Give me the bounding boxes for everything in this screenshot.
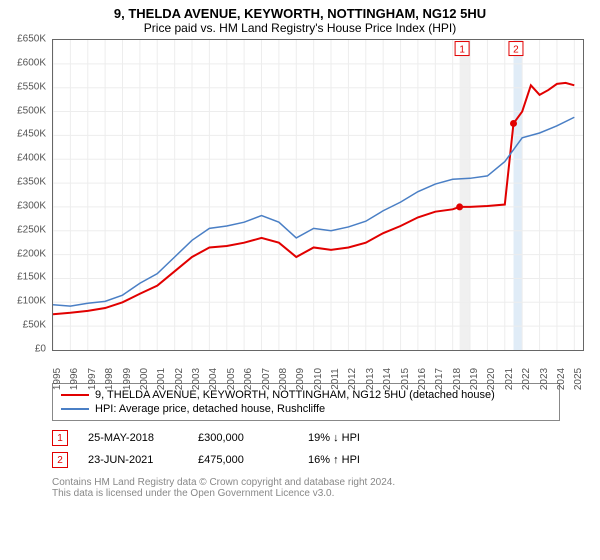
y-tick-label: £200K [17,248,46,259]
y-tick-label: £100K [17,296,46,307]
sale-delta: 19% ↓ HPI [308,432,398,444]
x-tick-label: 2003 [191,368,202,390]
x-tick-label: 2006 [243,368,254,390]
x-tick-label: 2025 [573,368,584,390]
y-tick-label: £600K [17,57,46,68]
y-tick-label: £400K [17,153,46,164]
x-tick-label: 2024 [556,368,567,390]
chart-title: 9, THELDA AVENUE, KEYWORTH, NOTTINGHAM, … [0,0,600,21]
x-tick-label: 2014 [382,368,393,390]
x-tick-label: 2001 [156,368,167,390]
legend-item: HPI: Average price, detached house, Rush… [61,402,551,416]
chart-area: £0£50K£100K£150K£200K£250K£300K£350K£400… [40,39,600,379]
x-tick-label: 2012 [347,368,358,390]
x-tick-label: 2005 [226,368,237,390]
y-tick-label: £500K [17,105,46,116]
sale-date: 25-MAY-2018 [88,432,178,444]
x-tick-label: 2022 [521,368,532,390]
sale-row: 1 25-MAY-2018 £300,000 19% ↓ HPI [52,427,560,449]
y-tick-label: £250K [17,224,46,235]
x-axis-labels: 1995199619971998199920002001200220032004… [52,351,582,381]
x-tick-label: 2010 [313,368,324,390]
sales-table: 1 25-MAY-2018 £300,000 19% ↓ HPI2 23-JUN… [52,427,560,471]
x-tick-label: 2013 [365,368,376,390]
y-tick-label: £350K [17,177,46,188]
y-tick-label: £50K [23,320,46,331]
x-tick-label: 2016 [417,368,428,390]
chart-subtitle: Price paid vs. HM Land Registry's House … [0,21,600,39]
sale-badge: 1 [52,430,68,446]
legend-swatch [61,408,89,410]
y-tick-label: £300K [17,200,46,211]
x-tick-label: 2017 [434,368,445,390]
x-tick-label: 2015 [400,368,411,390]
sale-delta: 16% ↑ HPI [308,454,398,466]
legend-label: 9, THELDA AVENUE, KEYWORTH, NOTTINGHAM, … [95,389,495,401]
plot-region: 12 [52,39,584,351]
x-tick-label: 1997 [87,368,98,390]
sale-date: 23-JUN-2021 [88,454,178,466]
y-tick-label: £0 [35,344,46,355]
x-tick-label: 2021 [504,368,515,390]
sale-price: £300,000 [198,432,288,444]
plot-svg: 12 [53,40,583,350]
x-tick-label: 2002 [174,368,185,390]
legend-label: HPI: Average price, detached house, Rush… [95,403,325,415]
x-tick-label: 1996 [69,368,80,390]
chart-container: 9, THELDA AVENUE, KEYWORTH, NOTTINGHAM, … [0,0,600,499]
y-tick-label: £150K [17,272,46,283]
footer-line-2: This data is licensed under the Open Gov… [52,488,560,499]
footer: Contains HM Land Registry data © Crown c… [52,477,560,499]
x-tick-label: 2004 [208,368,219,390]
x-tick-label: 2023 [539,368,550,390]
sale-price: £475,000 [198,454,288,466]
y-axis-labels: £0£50K£100K£150K£200K£250K£300K£350K£400… [0,39,48,349]
x-tick-label: 1999 [122,368,133,390]
svg-text:1: 1 [459,45,465,56]
x-tick-label: 2007 [261,368,272,390]
x-tick-label: 1995 [52,368,63,390]
x-tick-label: 2011 [330,368,341,390]
footer-line-1: Contains HM Land Registry data © Crown c… [52,477,560,488]
x-tick-label: 2008 [278,368,289,390]
x-tick-label: 1998 [104,368,115,390]
svg-text:2: 2 [513,45,519,56]
legend-swatch [61,394,89,396]
x-tick-label: 2000 [139,368,150,390]
x-tick-label: 2019 [469,368,480,390]
y-tick-label: £450K [17,129,46,140]
sale-badge: 2 [52,452,68,468]
y-tick-label: £550K [17,81,46,92]
x-tick-label: 2018 [452,368,463,390]
y-tick-label: £650K [17,34,46,45]
x-tick-label: 2009 [295,368,306,390]
x-tick-label: 2020 [486,368,497,390]
sale-row: 2 23-JUN-2021 £475,000 16% ↑ HPI [52,449,560,471]
